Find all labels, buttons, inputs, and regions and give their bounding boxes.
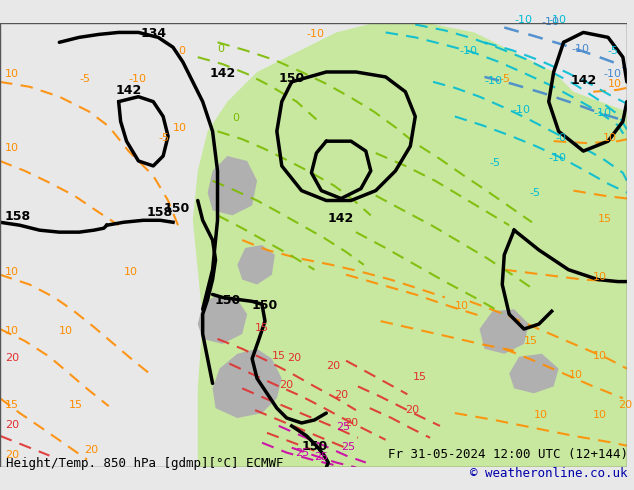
Text: 10: 10 bbox=[173, 123, 187, 133]
Text: 10: 10 bbox=[5, 267, 19, 277]
Text: -10: -10 bbox=[549, 15, 567, 24]
Text: Fr 31-05-2024 12:00 UTC (12+144): Fr 31-05-2024 12:00 UTC (12+144) bbox=[387, 447, 628, 461]
Text: 0: 0 bbox=[178, 46, 185, 56]
Polygon shape bbox=[212, 349, 281, 418]
Text: 10: 10 bbox=[5, 326, 19, 336]
Text: -5: -5 bbox=[79, 74, 90, 84]
Text: -10: -10 bbox=[603, 69, 621, 79]
Text: -10: -10 bbox=[593, 108, 611, 119]
Text: -10: -10 bbox=[571, 44, 590, 54]
Text: -10: -10 bbox=[549, 153, 567, 163]
Text: -5: -5 bbox=[489, 158, 500, 168]
Text: 150: 150 bbox=[278, 72, 305, 85]
Text: -10: -10 bbox=[512, 105, 530, 116]
Text: 0: 0 bbox=[232, 113, 240, 123]
Text: -5: -5 bbox=[158, 133, 169, 143]
Text: 25: 25 bbox=[336, 422, 351, 432]
Text: 150: 150 bbox=[301, 440, 328, 453]
Text: 20: 20 bbox=[84, 444, 98, 455]
Text: 10: 10 bbox=[569, 370, 583, 380]
Text: 20: 20 bbox=[327, 361, 340, 370]
Polygon shape bbox=[509, 354, 559, 393]
Text: -5: -5 bbox=[529, 188, 540, 197]
Text: -5: -5 bbox=[500, 74, 510, 84]
Text: 134: 134 bbox=[140, 27, 166, 40]
Text: 10: 10 bbox=[593, 271, 607, 282]
Text: 10: 10 bbox=[5, 143, 19, 153]
Text: 10: 10 bbox=[124, 267, 138, 277]
Text: -10: -10 bbox=[484, 76, 503, 86]
Text: 10: 10 bbox=[534, 410, 548, 420]
Text: 10: 10 bbox=[455, 301, 469, 311]
Text: 142: 142 bbox=[209, 67, 236, 80]
Text: 158: 158 bbox=[146, 206, 172, 220]
Text: -0: -0 bbox=[555, 133, 567, 143]
Text: 10: 10 bbox=[5, 69, 19, 79]
Text: 20: 20 bbox=[334, 390, 348, 400]
Text: -10: -10 bbox=[306, 29, 325, 39]
Text: 15: 15 bbox=[255, 323, 269, 333]
Text: 25: 25 bbox=[341, 441, 355, 452]
Text: 142: 142 bbox=[328, 212, 354, 225]
Polygon shape bbox=[207, 156, 257, 215]
Text: 15: 15 bbox=[272, 351, 286, 361]
Text: 25: 25 bbox=[314, 452, 328, 462]
Text: -10: -10 bbox=[460, 46, 478, 56]
Text: 158: 158 bbox=[5, 210, 31, 223]
Text: -10: -10 bbox=[514, 15, 532, 24]
Text: 20: 20 bbox=[344, 418, 358, 428]
Text: 15: 15 bbox=[413, 372, 427, 383]
Text: 25: 25 bbox=[295, 447, 309, 458]
Text: Height/Temp. 850 hPa [gdmp][°C] ECMWF: Height/Temp. 850 hPa [gdmp][°C] ECMWF bbox=[6, 457, 284, 470]
Text: 15: 15 bbox=[524, 336, 538, 346]
Text: 10: 10 bbox=[60, 326, 74, 336]
Text: -10: -10 bbox=[542, 17, 560, 26]
Text: 20: 20 bbox=[5, 420, 19, 430]
Text: 15: 15 bbox=[69, 400, 83, 410]
Text: 10: 10 bbox=[593, 410, 607, 420]
Text: 142: 142 bbox=[115, 84, 141, 97]
Text: 150: 150 bbox=[252, 299, 278, 312]
Polygon shape bbox=[198, 294, 247, 344]
Text: 15: 15 bbox=[5, 400, 19, 410]
Text: 20: 20 bbox=[618, 400, 632, 410]
Text: 20: 20 bbox=[287, 353, 301, 363]
Text: © weatheronline.co.uk: © weatheronline.co.uk bbox=[470, 467, 628, 480]
Text: -10: -10 bbox=[129, 74, 146, 84]
Text: 142: 142 bbox=[570, 74, 597, 87]
Text: 0: 0 bbox=[217, 44, 224, 54]
Polygon shape bbox=[193, 23, 627, 467]
Text: -5: -5 bbox=[607, 46, 618, 56]
Text: 15: 15 bbox=[598, 214, 612, 224]
Text: 20: 20 bbox=[279, 380, 293, 391]
Text: 20: 20 bbox=[5, 353, 19, 363]
Polygon shape bbox=[479, 309, 529, 354]
Text: 20: 20 bbox=[405, 405, 420, 415]
Polygon shape bbox=[237, 245, 275, 285]
Text: 150: 150 bbox=[214, 294, 240, 307]
Text: 20: 20 bbox=[5, 450, 19, 460]
Text: 10: 10 bbox=[603, 133, 617, 143]
Text: 10: 10 bbox=[608, 79, 622, 89]
Text: 10: 10 bbox=[593, 351, 607, 361]
Text: 150: 150 bbox=[164, 202, 190, 216]
